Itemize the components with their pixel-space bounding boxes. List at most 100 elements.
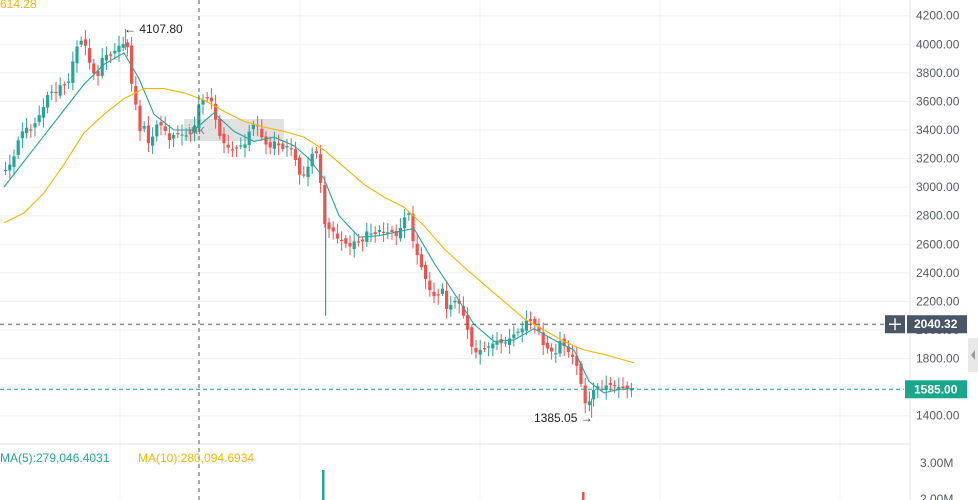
candle	[214, 94, 218, 129]
candle	[298, 154, 302, 185]
candle-body	[335, 233, 339, 239]
candle-body	[46, 95, 50, 108]
last-price-label: 1585.00	[914, 382, 958, 396]
candle	[176, 125, 180, 138]
candle-body	[184, 135, 188, 137]
candle	[386, 223, 390, 240]
candle	[4, 161, 8, 175]
candle-body	[461, 306, 465, 316]
candle	[592, 382, 596, 407]
candle	[113, 43, 117, 60]
volume-ma10-legend: MA(10):280,094.6934	[138, 451, 254, 465]
candle-body	[482, 348, 486, 350]
candle-body	[520, 328, 524, 333]
candle-body	[50, 91, 54, 93]
candle-body	[92, 63, 96, 74]
price-lines	[0, 0, 904, 500]
candle-body	[214, 103, 218, 120]
candle	[188, 129, 192, 142]
candle	[58, 77, 62, 99]
volume-bar	[582, 492, 585, 500]
candle	[264, 131, 268, 155]
candle-body	[503, 342, 507, 344]
candle-body	[188, 133, 192, 135]
candle-body	[209, 97, 213, 102]
candle	[92, 58, 96, 81]
candle	[365, 222, 369, 248]
candle	[310, 147, 314, 175]
candle-body	[592, 389, 596, 400]
candle	[251, 120, 255, 137]
candle-body	[390, 230, 394, 232]
candle-body	[575, 355, 579, 366]
candle-body	[596, 386, 600, 389]
candle-body	[319, 154, 323, 183]
candle-body	[20, 131, 24, 139]
candle	[625, 381, 629, 399]
candle-body	[167, 133, 171, 140]
candle	[235, 145, 239, 158]
candle-body	[201, 99, 205, 105]
crosshair-price-label: 2040.32	[914, 317, 958, 331]
candle	[8, 154, 12, 179]
watermark-text: ink	[188, 122, 205, 137]
candle-body	[533, 318, 537, 325]
candle	[138, 99, 142, 142]
candle-body	[566, 346, 570, 353]
y-tick-label: 4000.00	[916, 37, 960, 51]
candle-body	[281, 143, 285, 149]
ma-slow-header-value: 614.28	[0, 0, 37, 11]
last-price-badge: 1585.00	[905, 380, 967, 399]
candle-body	[264, 136, 268, 145]
candle-body	[41, 107, 45, 118]
candle	[432, 282, 436, 304]
plus-icon[interactable]	[889, 318, 901, 331]
price-scale-handle[interactable]	[968, 338, 978, 372]
candle-body	[251, 124, 255, 130]
candle	[361, 236, 365, 252]
candle	[29, 124, 33, 138]
candle-body	[352, 241, 356, 249]
candles	[4, 28, 633, 418]
volume-bars	[322, 470, 585, 500]
candle	[16, 136, 20, 160]
candle	[621, 377, 625, 391]
candle	[424, 261, 428, 289]
candle	[12, 149, 16, 176]
candle-body	[356, 241, 360, 243]
candle	[79, 36, 83, 47]
candle	[121, 36, 125, 51]
candle	[457, 293, 461, 314]
candle-body	[550, 347, 554, 352]
candle	[205, 91, 209, 103]
candle	[281, 140, 285, 152]
candle-body	[33, 123, 37, 128]
candle	[470, 325, 474, 355]
candle	[508, 328, 512, 354]
ma-fast-line	[3, 52, 635, 394]
candle	[230, 141, 234, 157]
candle-body	[16, 140, 20, 156]
candle	[314, 146, 318, 159]
candle	[445, 281, 449, 319]
candle-body	[495, 341, 499, 345]
candle-body	[226, 144, 230, 148]
candle-body	[243, 144, 247, 148]
low-annotation: 1385.05 →	[534, 411, 593, 425]
candle-body	[222, 133, 226, 144]
y-tick-label: 2800.00	[916, 209, 960, 223]
candle-body	[151, 136, 155, 146]
candle	[382, 222, 386, 242]
candle-body	[104, 55, 108, 61]
candle-body	[159, 122, 163, 126]
candle-body	[62, 84, 66, 86]
candle	[180, 124, 184, 146]
candle-body	[377, 230, 381, 232]
candle	[571, 344, 575, 365]
candle-body	[218, 118, 222, 136]
candle-body	[327, 222, 331, 230]
candle	[550, 343, 554, 360]
volume-bar	[322, 470, 325, 500]
